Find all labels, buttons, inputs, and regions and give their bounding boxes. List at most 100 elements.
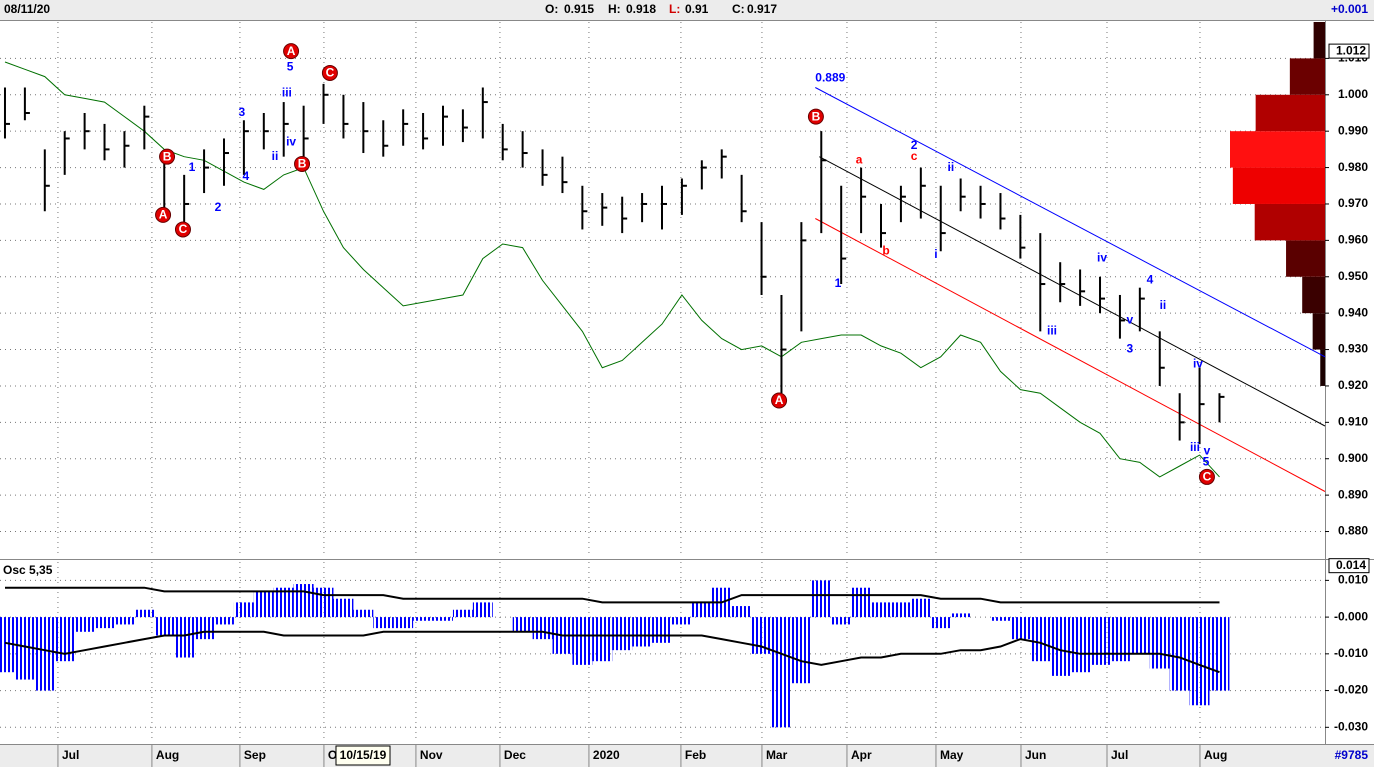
osc-bar [572, 617, 593, 665]
wave-circle [771, 392, 788, 409]
wave-label: 5 [1203, 455, 1210, 469]
circled-label: C [1203, 470, 1212, 484]
wave-label: c [911, 149, 918, 163]
x-tick-label: Sep [244, 748, 266, 762]
envelope-line [4, 630, 1220, 674]
wave-circle [155, 206, 172, 223]
osc-bar [910, 598, 931, 618]
circled-label: C [326, 66, 335, 80]
wave-circle [159, 148, 176, 165]
wave-circle [283, 43, 300, 60]
y-tick-label: -0.010 [1334, 646, 1368, 660]
osc-bar [691, 602, 712, 618]
osc-bar [671, 617, 692, 625]
profile-bar [1286, 240, 1325, 277]
moving-average [4, 61, 1220, 478]
wave-label: v [1127, 313, 1134, 327]
osc-bar [632, 617, 653, 647]
wave-label: iii [1047, 324, 1057, 338]
wave-label: iv [1193, 356, 1203, 370]
y-tick-label: 0.900 [1338, 451, 1368, 465]
osc-bar [54, 617, 75, 662]
y-tick-label: 0.990 [1338, 123, 1368, 137]
x-tick-label: Feb [685, 748, 706, 762]
y-tick-label: -0.030 [1334, 719, 1368, 733]
osc-bar [472, 602, 493, 618]
plot: 0.880 0.890 0.900 0.910 0.920 0.930 0.940 0.950… [0, 22, 1370, 767]
osc-bar [791, 617, 812, 684]
profile-bar [1289, 58, 1325, 95]
osc-bar [1030, 617, 1051, 662]
osc-bar [94, 617, 115, 629]
cursor-box [335, 745, 391, 766]
y-tick-label: 0.920 [1338, 378, 1368, 392]
osc-bar [1189, 617, 1210, 706]
osc-bar [831, 617, 852, 625]
value-marker-label: 0.014 [1336, 558, 1366, 572]
circled-label: B [163, 149, 172, 163]
low-value: 0.91 [685, 2, 709, 16]
wave-label: 1 [189, 160, 196, 174]
osc-bar [154, 617, 175, 636]
osc-bar [134, 609, 155, 618]
osc-bar [14, 617, 35, 680]
osc-bar [233, 602, 254, 618]
wave-label: ii [1160, 298, 1167, 312]
profile-bar [1232, 167, 1325, 204]
osc-bar [1090, 617, 1110, 665]
high-value: 0.918 [626, 2, 656, 16]
osc-bar [592, 617, 613, 662]
circled-label: C [179, 222, 188, 236]
profile-bar [1302, 276, 1325, 314]
osc-bar [194, 617, 215, 640]
osc-bar [333, 598, 354, 618]
count: #9785 [1335, 748, 1369, 762]
close-label: C: [732, 2, 745, 16]
osc-bar [1010, 617, 1031, 640]
osc-bar [1109, 617, 1130, 662]
wave-label: iv [286, 134, 296, 148]
y-tick-label: 0.890 [1338, 487, 1368, 501]
profile-bar [1313, 22, 1325, 59]
circled-label: A [775, 393, 784, 407]
y-tick-label: 0.880 [1338, 524, 1368, 538]
low-label: L: [669, 2, 680, 16]
profile-bar [1230, 131, 1325, 168]
channel-line [815, 87, 1326, 358]
x-tick-label: May [940, 748, 964, 762]
osc-bar [413, 617, 434, 621]
y-tick-label: 0.940 [1338, 305, 1368, 319]
change: +0.001 [1331, 2, 1368, 16]
wave-label: 3 [1127, 342, 1134, 356]
wave-label: 3 [239, 105, 246, 119]
high-label: H: [608, 2, 621, 16]
circled-label: A [159, 208, 168, 222]
profile-bar [1312, 313, 1325, 350]
y-tick-label: 1.000 [1338, 87, 1368, 101]
osc-bar [1169, 617, 1190, 691]
wave-circle [321, 64, 338, 81]
osc-bar [1070, 617, 1091, 673]
osc-bar [731, 606, 752, 618]
osc-bar [950, 613, 971, 618]
wave-label: i [934, 247, 937, 261]
osc-bar [652, 617, 672, 643]
wave-circle [1198, 468, 1215, 485]
x-tick-label: Dec [504, 748, 526, 762]
wave-label: 2 [215, 200, 222, 214]
y-tick-label: -0.000 [1334, 609, 1368, 623]
wave-label: ii [948, 160, 955, 174]
wave-label: ii [272, 149, 279, 163]
wave-label: iv [1097, 251, 1107, 265]
wave-label: 4 [243, 169, 250, 183]
wave-label: a [856, 152, 863, 166]
value-marker [1328, 558, 1370, 574]
x-tick-label: Jul [1111, 748, 1128, 762]
osc-bar [811, 580, 832, 618]
circled-label: B [298, 157, 307, 171]
x-tick-label: Aug [1204, 748, 1227, 762]
osc-bar [771, 617, 792, 728]
panel-title: Osc 5,35 [3, 563, 53, 577]
osc-bar [512, 617, 533, 632]
